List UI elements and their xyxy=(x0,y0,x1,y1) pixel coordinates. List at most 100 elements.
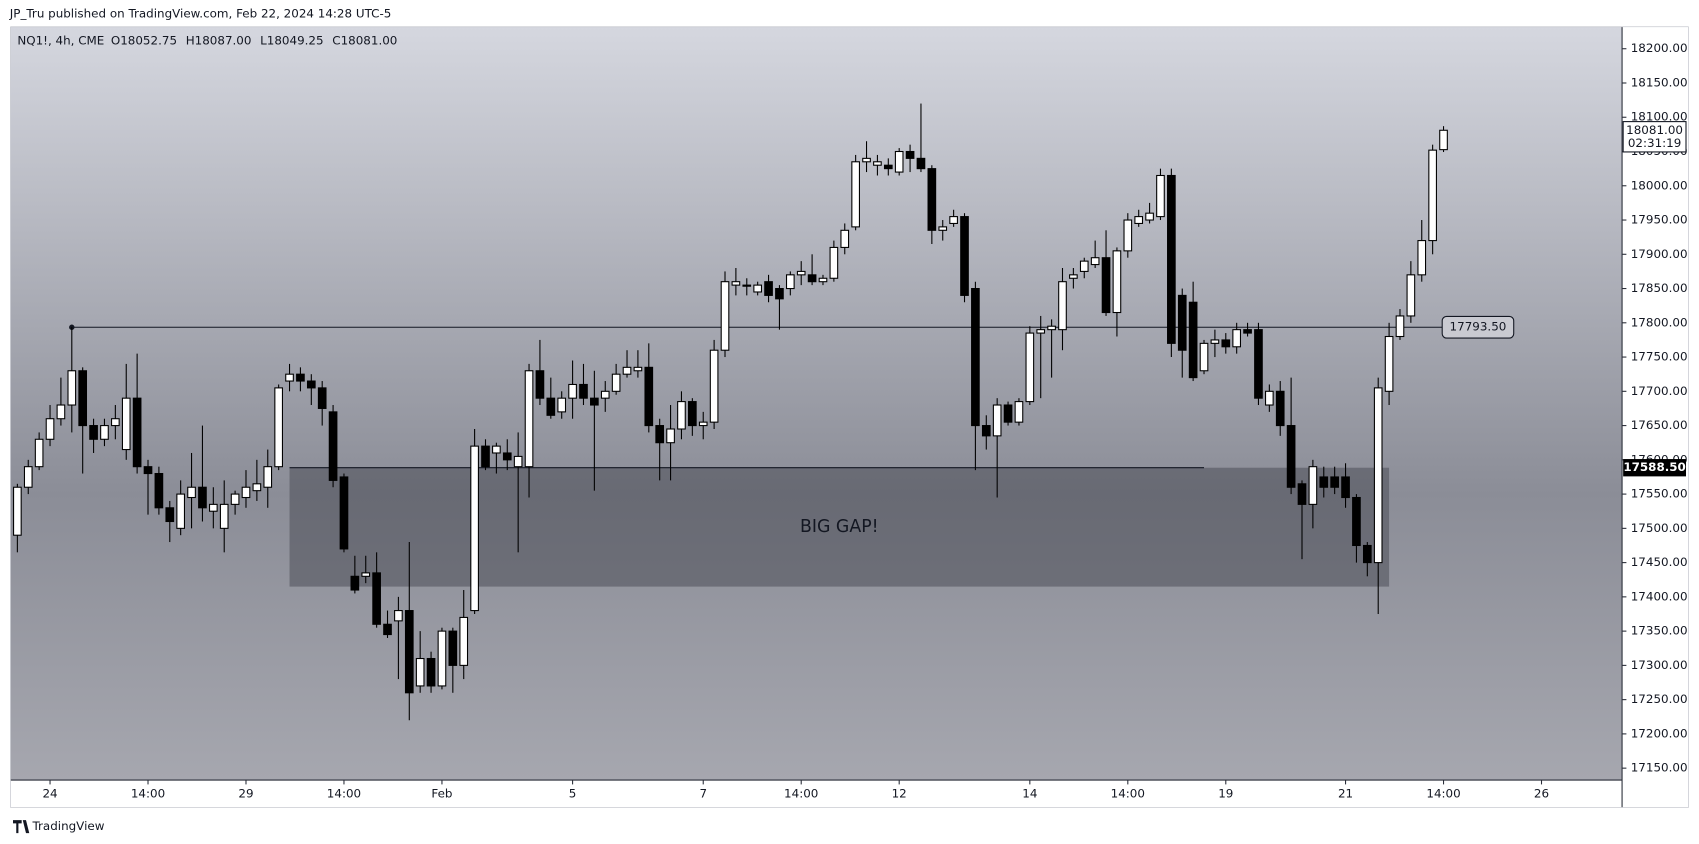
candle-body xyxy=(67,370,77,406)
candle-body xyxy=(132,397,142,468)
candle-body xyxy=(1134,216,1144,224)
candle-body xyxy=(1188,301,1198,379)
candle-body xyxy=(1047,325,1056,331)
x-tick-label: 14 xyxy=(1022,787,1037,801)
candle-body xyxy=(372,572,381,625)
candle-body xyxy=(1025,332,1035,403)
candle-body xyxy=(775,288,784,300)
candle-body xyxy=(862,157,871,163)
candle-body xyxy=(513,455,523,468)
candle-body xyxy=(764,281,773,296)
y-tick-label: 17850.00 xyxy=(1631,281,1688,295)
horizontal-line-label: 17793.50 xyxy=(1450,320,1507,334)
x-tick-label: 29 xyxy=(238,787,253,801)
candle-body xyxy=(677,401,686,430)
candle-body xyxy=(916,157,926,170)
candle-body xyxy=(1254,329,1263,399)
candle-body xyxy=(1330,476,1339,488)
x-tick-label: 14:00 xyxy=(327,787,361,801)
candle-body xyxy=(753,284,762,293)
gap-price-label: 17588.50 xyxy=(1623,460,1686,474)
y-tick-label: 17350.00 xyxy=(1631,624,1688,638)
candle-body xyxy=(437,630,447,687)
candle-body xyxy=(818,277,828,283)
candle-body xyxy=(285,373,294,382)
last-price-label: 18081.00 xyxy=(1626,123,1683,137)
candle-body xyxy=(655,425,665,444)
candle-body xyxy=(317,387,327,409)
horizontal-line-label-box xyxy=(1441,315,1515,339)
candle-body xyxy=(1384,335,1394,392)
legend-ohlc: O18052.75 xyxy=(111,34,177,48)
candle-body xyxy=(339,476,349,550)
candle-body xyxy=(219,503,229,529)
candle-body xyxy=(742,284,752,287)
y-tick-label: 17500.00 xyxy=(1631,521,1688,535)
candle-body xyxy=(1352,496,1361,547)
x-tick-label: 7 xyxy=(699,787,707,801)
candle-body xyxy=(296,373,305,382)
candle-body xyxy=(1079,260,1089,272)
candle-body xyxy=(633,366,643,372)
candle-body xyxy=(883,164,893,170)
x-tick-label: 14:00 xyxy=(131,787,165,801)
candle-body xyxy=(176,493,186,529)
candle-body xyxy=(481,445,490,468)
candle-body xyxy=(78,370,88,427)
candle-body xyxy=(350,575,360,591)
x-tick-label: 21 xyxy=(1338,787,1353,801)
candle-body xyxy=(100,425,109,440)
last-price-box xyxy=(1622,121,1687,153)
candle-body xyxy=(252,483,262,492)
candle-body xyxy=(894,150,904,173)
candle-body xyxy=(666,428,675,444)
candle-body xyxy=(459,616,469,666)
candle-body xyxy=(709,349,719,423)
candle-body xyxy=(492,445,501,454)
candle-body xyxy=(1362,544,1372,564)
candle-body xyxy=(840,229,850,248)
candle-body xyxy=(1439,129,1448,151)
candle-body xyxy=(1167,174,1176,344)
candle-body xyxy=(426,657,436,687)
candle-body xyxy=(644,366,654,427)
candle-body xyxy=(45,418,55,440)
candle-body xyxy=(306,380,316,389)
candle-body xyxy=(600,390,610,399)
candle-body xyxy=(1232,329,1242,348)
y-tick-label: 18200.00 xyxy=(1631,41,1688,55)
candle-body xyxy=(1406,274,1416,317)
candle-body xyxy=(1428,149,1437,242)
y-tick-label: 17550.00 xyxy=(1631,487,1688,501)
y-tick-label: 17300.00 xyxy=(1631,658,1688,672)
candle-body xyxy=(241,486,251,499)
candle-body xyxy=(1341,476,1350,499)
candle-body xyxy=(154,472,164,509)
price-axis-area xyxy=(1622,27,1689,808)
candle-body xyxy=(383,623,392,636)
x-tick-label: Feb xyxy=(431,787,452,801)
y-tick-label: 17900.00 xyxy=(1631,247,1688,261)
candle-body xyxy=(981,425,991,437)
candle-body xyxy=(1123,219,1133,252)
candle-body xyxy=(198,486,207,509)
candle-body xyxy=(796,270,806,276)
legend-ohlc: H18087.00 xyxy=(186,34,252,48)
candle-body xyxy=(1395,315,1405,338)
candle-body xyxy=(785,274,795,290)
candle-body xyxy=(111,418,120,427)
y-tick-label: 17250.00 xyxy=(1631,692,1688,706)
candle-body xyxy=(328,411,338,481)
candle-body xyxy=(1265,390,1274,406)
candle-body xyxy=(1210,339,1220,344)
legend-ohlc: C18081.00 xyxy=(332,34,397,48)
candle-body xyxy=(622,366,632,375)
candle-body xyxy=(1199,342,1209,372)
y-tick-label: 17700.00 xyxy=(1631,384,1688,398)
candle-body xyxy=(1090,257,1100,266)
y-tick-label: 17150.00 xyxy=(1631,761,1688,775)
candle-body xyxy=(1145,212,1154,221)
y-tick-label: 17750.00 xyxy=(1631,350,1688,364)
